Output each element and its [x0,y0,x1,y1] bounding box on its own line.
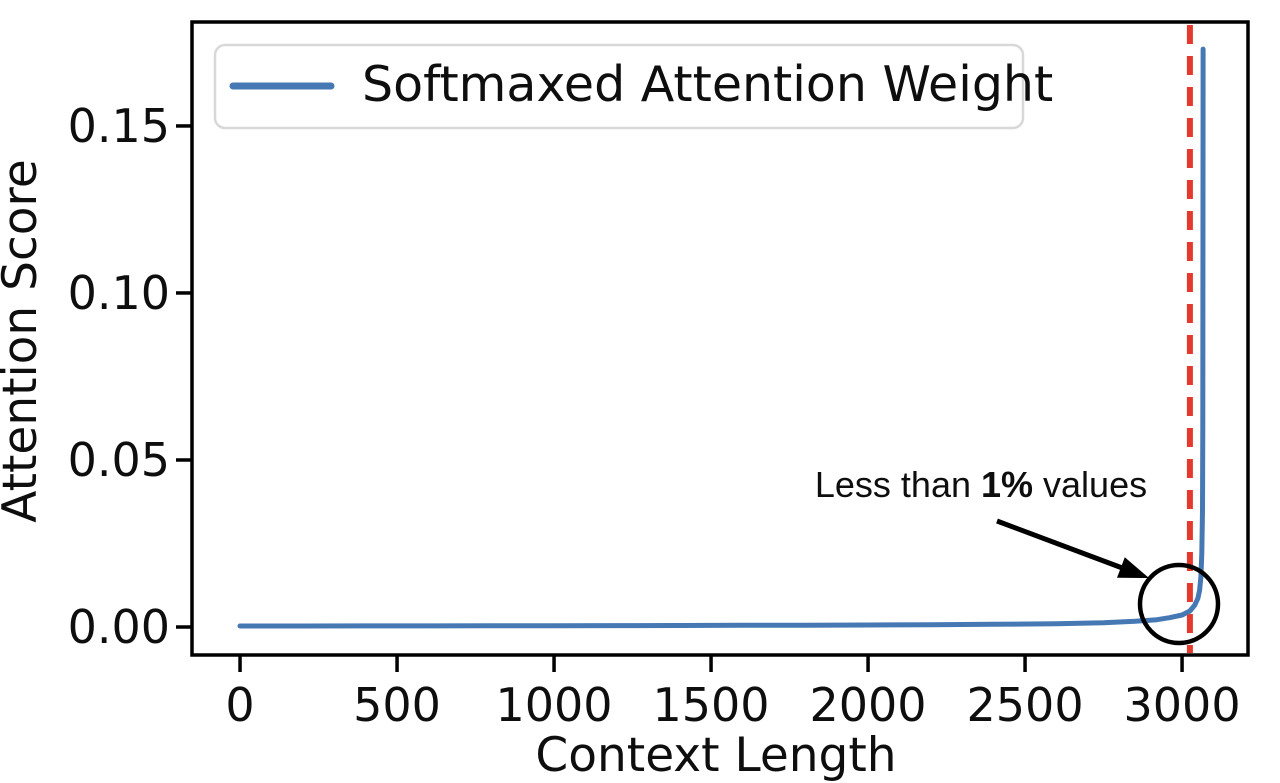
annotation-arrow [996,518,1126,572]
annotation-arrowhead [1117,557,1149,578]
x-tick-label: 2000 [810,678,927,732]
x-tick-label: 1500 [653,678,770,732]
y-axis-ticks: 0.00 0.05 0.10 0.15 [68,99,192,654]
highlight-circle [1137,562,1221,646]
x-axis-label: Context Length [535,728,896,783]
y-tick-label: 0.10 [68,266,170,320]
x-tick-label: 500 [353,678,441,732]
x-axis-ticks: 0 500 1000 1500 2000 2500 3000 [225,655,1241,732]
plot-border [190,20,1250,657]
series-line-softmaxed-attention-weight [237,46,1206,629]
legend-box [213,43,1025,130]
x-tick-label: 1000 [496,678,613,732]
legend-label: Softmaxed Attention Weight [362,56,1053,113]
y-axis-label: Attention Score [0,159,48,523]
x-tick-label: 0 [225,678,254,732]
legend: Softmaxed Attention Weight [213,43,1053,130]
annotation-text: Less than 1% values [815,464,1147,505]
y-tick-label: 0.05 [68,433,170,487]
x-tick-label: 2500 [967,678,1084,732]
x-tick-label: 3000 [1124,678,1241,732]
y-tick-label: 0.15 [68,99,170,153]
y-tick-label: 0.00 [68,600,170,654]
